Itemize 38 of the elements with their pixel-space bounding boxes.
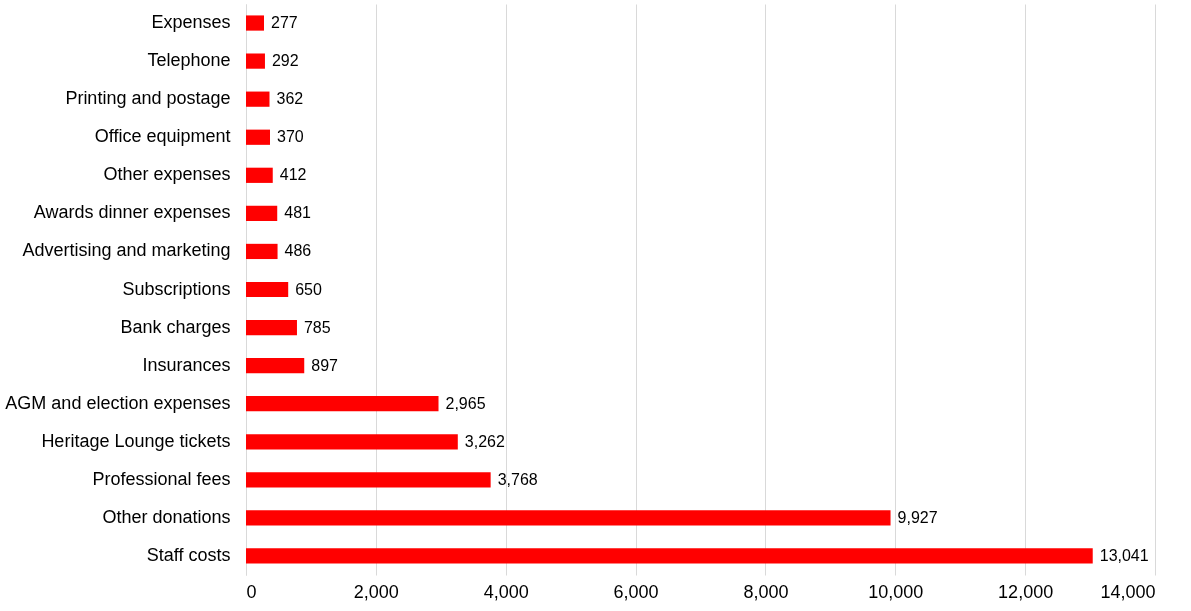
data-label: 292 <box>271 52 299 70</box>
data-label: 650 <box>295 280 322 298</box>
y-tick-label: Staff costs <box>146 544 231 565</box>
data-label: 785 <box>303 318 331 336</box>
y-tick-label: Printing and postage <box>65 88 231 109</box>
y-tick-label: AGM and election expenses <box>5 392 231 413</box>
y-tick-label: Professional fees <box>92 468 231 489</box>
x-tick-label: 0 <box>246 581 257 602</box>
data-label: 3,262 <box>464 432 505 450</box>
data-label: 13,041 <box>1099 546 1149 564</box>
y-tick-label: Awards dinner expenses <box>33 202 231 223</box>
x-tick-label: 14,000 <box>1100 581 1156 602</box>
y-tick-label: Expenses <box>151 12 231 33</box>
data-label: 481 <box>284 204 312 222</box>
data-label: 486 <box>284 242 312 260</box>
y-tick-label: Other donations <box>102 506 231 527</box>
y-tick-label: Telephone <box>147 50 231 71</box>
y-tick-label: Heritage Lounge tickets <box>41 430 231 451</box>
data-label: 2,965 <box>445 394 486 412</box>
x-tick-label: 2,000 <box>353 581 399 602</box>
data-label: 362 <box>276 90 304 108</box>
x-tick-label: 4,000 <box>483 581 529 602</box>
data-label: 9,927 <box>897 508 938 526</box>
data-label: 3,768 <box>497 470 538 488</box>
y-tick-label: Other expenses <box>103 164 231 185</box>
data-label: 277 <box>270 14 298 32</box>
data-label: 897 <box>311 356 339 374</box>
y-tick-label: Office equipment <box>94 126 231 147</box>
data-label: 412 <box>279 166 307 184</box>
y-tick-label: Advertising and marketing <box>22 240 231 261</box>
x-tick-label: 6,000 <box>613 581 659 602</box>
y-tick-label: Subscriptions <box>122 278 231 299</box>
data-label: 370 <box>277 128 304 146</box>
y-tick-label: Bank charges <box>120 316 231 337</box>
y-tick-label: Insurances <box>142 354 231 375</box>
x-tick-label: 8,000 <box>743 581 789 602</box>
x-tick-label: 12,000 <box>998 581 1054 602</box>
x-tick-label: 10,000 <box>868 581 924 602</box>
